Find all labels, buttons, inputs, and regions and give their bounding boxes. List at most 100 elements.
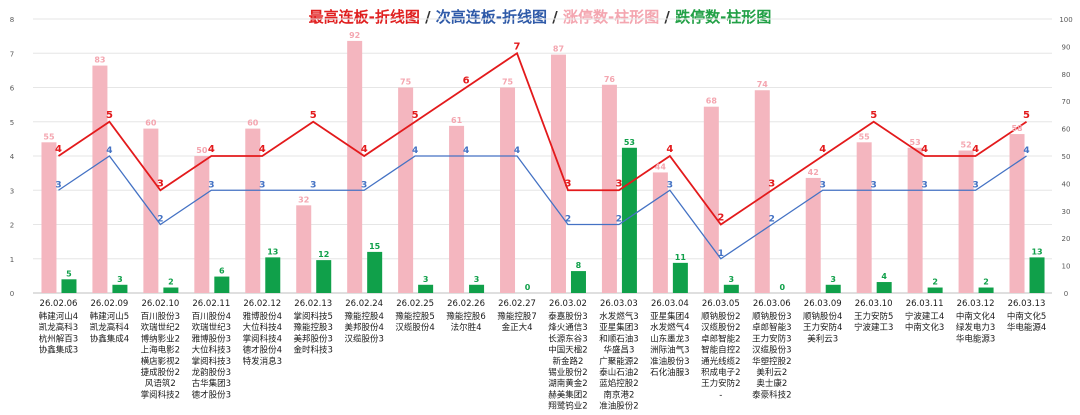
limit-up-bar [856,142,872,293]
limit-down-bar [672,262,688,293]
stock-name: 洲际油气3 [650,345,689,356]
limit-down-bar [570,271,586,293]
limit-up-bar [92,65,108,293]
stock-name: 上海电影2 [141,345,180,356]
stock-name: 雅博股份3 [192,333,231,344]
stock-name: 欢瑞世纪2 [141,322,180,333]
stock-name: 风语筑2 [145,378,176,389]
second-board-label: 2 [616,215,622,225]
second-board-label: 3 [55,180,61,190]
category-label: 26.02.25 [396,299,434,309]
limit-up-bar [805,177,821,293]
y-right-tick-label: 20 [1062,235,1071,243]
limit-down-label: 2 [983,278,989,287]
title-max-board: 最高连板-折线图 [308,8,420,26]
stock-name: 掌阅科技2 [141,389,180,400]
stock-name: 法尔胜4 [451,322,482,333]
second-board-label: 3 [361,180,367,190]
limit-down-label: 13 [267,247,278,256]
stock-name: 掌阅科技5 [294,311,333,322]
stock-name: 锡业股份2 [548,367,587,378]
limit-down-bar [61,279,77,293]
stock-name: 美利云2 [756,367,787,378]
limit-down-bar [112,284,128,293]
stock-name: 泰嘉股份3 [548,311,587,322]
title-limit-down: 跌停数-柱形图 [675,8,772,26]
second-board-label: 2 [157,215,163,225]
second-board-label: 3 [972,180,978,190]
stock-name: 掌阅科技4 [243,333,282,344]
stock-name: 美利云3 [807,333,838,344]
limit-up-bar [1009,134,1025,293]
stock-name: 古华集团3 [192,378,231,389]
stock-name: 大位科技3 [192,345,231,356]
limit-down-label: 0 [779,283,785,292]
title-limit-up: 涨停数-柱形图 [562,8,660,26]
max-board-label: 4 [666,144,673,155]
limit-down-label: 11 [675,253,687,262]
y-right-tick-label: 60 [1062,126,1071,134]
limit-down-bar [927,287,943,293]
stock-name: 湖南黄金2 [548,378,587,389]
category-label: 26.03.12 [957,299,995,309]
limit-down-label: 4 [881,272,887,281]
limit-up-bar [194,156,210,293]
stock-name: 杭州解百3 [39,333,78,344]
stock-name: 卓郎智能3 [752,322,791,333]
stock-name: 王力安防3 [752,333,791,344]
stock-name: 中南文化5 [1007,311,1046,322]
max-board-label: 3 [768,178,775,189]
max-board-label: 6 [463,76,470,87]
stock-name: 亚星集团3 [599,322,638,333]
max-board-label: 2 [717,213,724,224]
stock-name: 山东墨龙3 [650,333,689,344]
max-board-label: 4 [921,144,928,155]
limit-down-label: 5 [66,269,72,278]
stock-name: 中国天楹2 [548,345,587,356]
limit-up-bar [958,150,974,293]
stock-name: 豫能控股3 [294,322,333,333]
max-board-label: 4 [259,144,266,155]
stock-name: 美邦股份3 [294,333,333,344]
stock-name: 绿发电力3 [956,322,995,333]
stock-name: 王力安防4 [803,322,842,333]
stock-name: 豫能控股7 [497,311,536,322]
stock-name: 横店影视2 [141,356,180,367]
limit-down-label: 8 [576,261,582,270]
stock-name: 泰豪科技2 [752,389,791,400]
y-right-tick-label: 90 [1062,43,1071,51]
y-right-tick-label: 40 [1062,180,1071,188]
y-left-tick-label: 5 [10,119,14,127]
limit-down-label: 12 [318,250,329,259]
second-board-label: 4 [1023,146,1029,156]
stock-name: 卓郎智能2 [701,333,740,344]
category-label: 26.02.11 [192,299,230,309]
stock-name: 准油股份2 [599,401,638,412]
stock-name: 亚星集团4 [650,311,689,322]
stock-name: 烽火通信3 [548,322,587,333]
stock-name: 顺钠股份2 [701,311,740,322]
stock-name: 水发燃气3 [599,311,638,322]
stock-name: 华电能源4 [1007,322,1046,333]
limit-up-bar [500,87,516,293]
stock-name: 豫能控股5 [395,311,434,322]
limit-up-label: 76 [604,75,616,84]
limit-up-bar [550,54,566,294]
y-right-tick-label: 70 [1062,98,1071,106]
limit-up-bar [347,40,363,293]
max-board-label: 5 [1023,110,1030,121]
stock-name: 长源东谷3 [548,333,587,344]
limit-up-label: 68 [706,97,718,106]
stock-name: 积成电子2 [701,367,740,378]
limit-up-label: 61 [451,116,463,125]
stock-name: 博纳影业2 [141,333,180,344]
limit-down-bar [621,147,637,293]
stock-name: - [719,390,722,400]
category-label: 26.02.24 [345,299,383,309]
limit-up-label: 55 [859,132,871,141]
second-board-label: 3 [820,180,826,190]
stock-name: 韩建河山5 [90,311,129,322]
category-label: 26.02.09 [90,299,128,309]
stock-name: 豫能控股6 [446,311,485,322]
